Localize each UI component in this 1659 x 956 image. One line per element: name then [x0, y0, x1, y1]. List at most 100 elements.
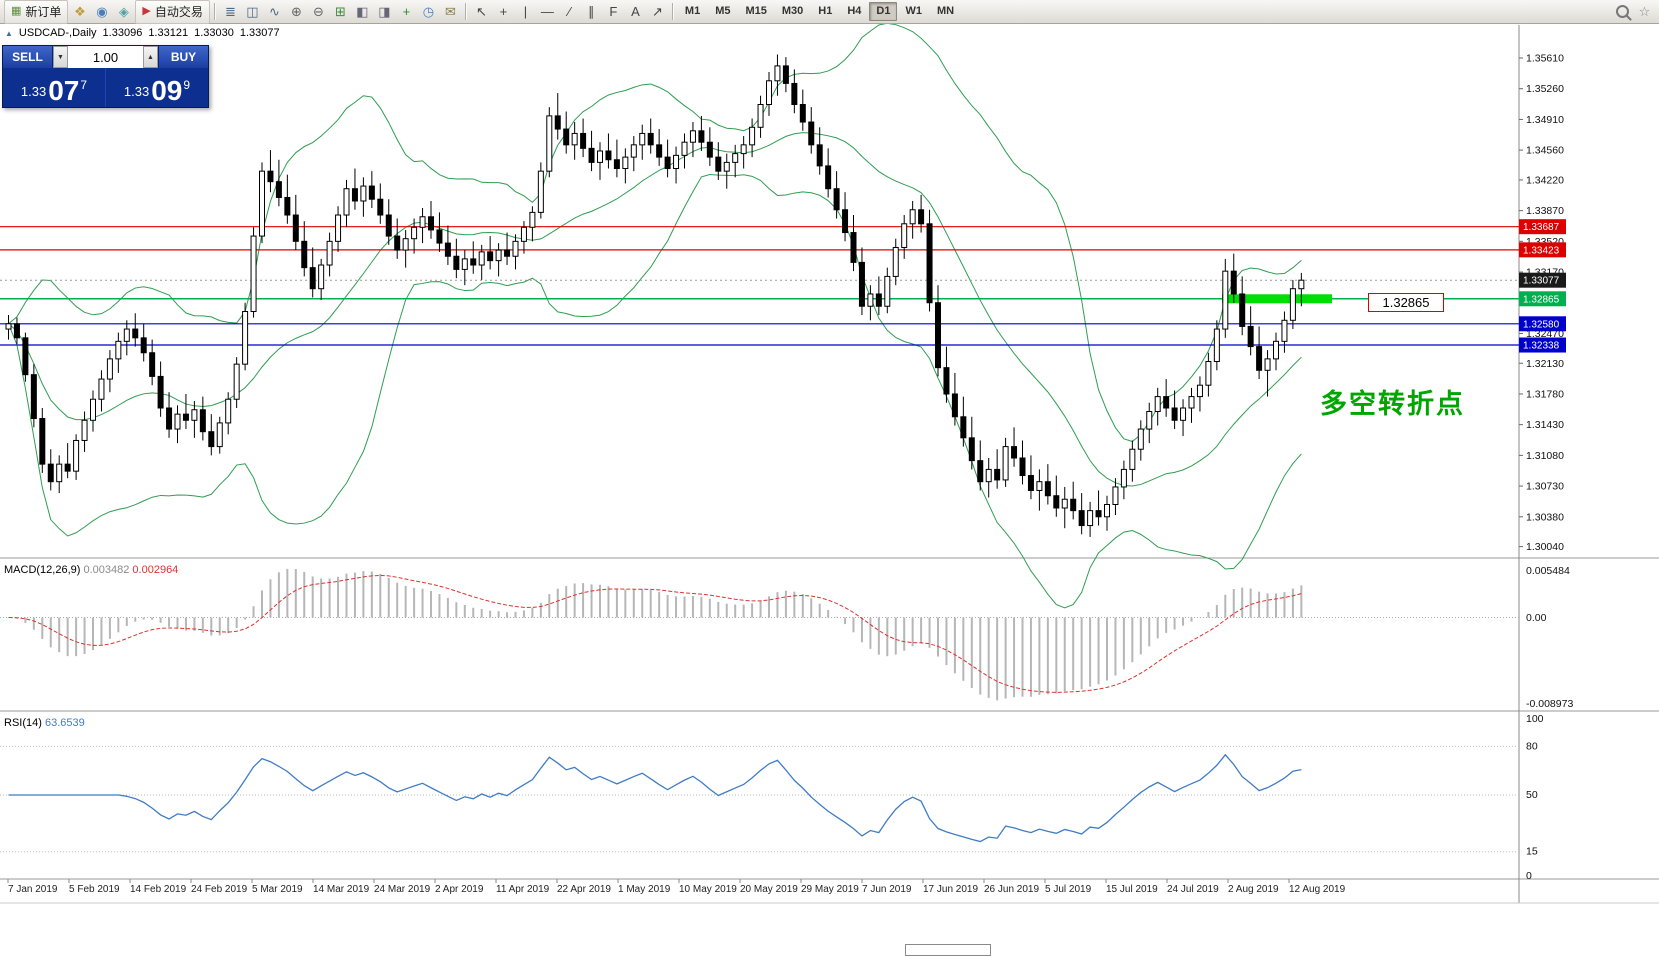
timeframe-m5[interactable]: M5: [715, 5, 731, 17]
navigator-icon: ◉: [96, 3, 108, 19]
indicators-icon: ⊞: [334, 3, 346, 19]
autotrading-button[interactable]: ▶ 自动交易: [135, 0, 210, 24]
buy-price-display[interactable]: 1.33 09 9: [105, 68, 208, 107]
svg-text:1.35610: 1.35610: [1526, 53, 1564, 65]
crosshair-icon: +: [499, 4, 508, 19]
terminal-icon[interactable]: ◈: [113, 2, 134, 22]
clipped-dialog[interactable]: [905, 944, 991, 956]
svg-text:15: 15: [1526, 846, 1538, 858]
bar-chart-icon[interactable]: ≣: [220, 2, 241, 22]
favorites-icon: ☆: [1638, 3, 1651, 19]
sell-button[interactable]: SELL: [3, 46, 53, 68]
candlestick-chart-icon[interactable]: ◫: [242, 2, 263, 22]
tile-horizontal-icon: ◨: [378, 3, 391, 19]
crosshair-icon[interactable]: +: [493, 2, 514, 22]
timeframe-w1[interactable]: W1: [905, 5, 922, 17]
svg-text:1.33687: 1.33687: [1523, 222, 1560, 233]
navigator-icon[interactable]: ◉: [91, 2, 112, 22]
sell-price-big: 07: [48, 75, 80, 107]
volume-increase-button[interactable]: ▲: [143, 46, 158, 68]
svg-text:26 Jun 2019: 26 Jun 2019: [984, 884, 1039, 895]
svg-text:1.33870: 1.33870: [1526, 205, 1564, 217]
svg-text:1.33077: 1.33077: [1523, 276, 1560, 287]
ohlc-high: 1.33121: [148, 27, 189, 39]
timeframe-m30[interactable]: M30: [781, 5, 804, 17]
sell-price-prefix: 1.33: [20, 84, 47, 99]
templates-icon: ✉: [444, 3, 456, 19]
volume-input[interactable]: 1.00: [68, 46, 143, 68]
svg-text:MACD(12,26,9) 0.003482 0.00296: MACD(12,26,9) 0.003482 0.002964: [4, 564, 178, 576]
buy-price-prefix: 1.33: [123, 84, 150, 99]
svg-text:1.30730: 1.30730: [1526, 481, 1564, 493]
horizontal-line-icon: —: [540, 4, 554, 19]
equidistant-channel-icon[interactable]: ∥: [581, 2, 602, 22]
svg-text:1.32580: 1.32580: [1523, 319, 1560, 330]
new-order-button[interactable]: ▦ 新订单: [4, 0, 69, 24]
svg-text:2 Aug 2019: 2 Aug 2019: [1228, 884, 1279, 895]
indicators-icon[interactable]: ⊞: [330, 2, 351, 22]
terminal-icon: ◈: [118, 3, 129, 19]
autoscroll-icon: ◷: [422, 3, 435, 19]
text-label-icon[interactable]: A: [625, 2, 646, 22]
search-icon[interactable]: [1612, 2, 1633, 22]
cursor-icon[interactable]: ↖: [471, 2, 492, 22]
zoom-out-icon[interactable]: ⊖: [308, 2, 329, 22]
timeframe-m1[interactable]: M1: [684, 5, 701, 17]
buy-button[interactable]: BUY: [158, 46, 208, 68]
svg-text:10 May 2019: 10 May 2019: [679, 884, 737, 895]
autotrading-icon: ▶: [142, 5, 151, 17]
candles: [5, 54, 1305, 537]
templates-icon[interactable]: ✉: [440, 2, 461, 22]
time-axis: 7 Jan 2019 5 Feb 2019 14 Feb 2019 24 Feb 20…: [7, 879, 1346, 895]
timeframe-d1[interactable]: D1: [869, 2, 898, 21]
svg-text:1.31080: 1.31080: [1526, 450, 1564, 462]
trendline-icon[interactable]: ∕: [559, 2, 580, 22]
fibonacci-icon[interactable]: F: [603, 2, 624, 22]
svg-text:-0.008973: -0.008973: [1526, 698, 1573, 710]
line-chart-icon[interactable]: ∿: [264, 2, 285, 22]
svg-text:1.32130: 1.32130: [1526, 358, 1564, 370]
svg-text:24 Feb 2019: 24 Feb 2019: [191, 884, 248, 895]
svg-text:RSI(14) 63.6539: RSI(14) 63.6539: [4, 717, 85, 729]
new-chart-icon[interactable]: +: [396, 2, 417, 22]
sell-price-display[interactable]: 1.33 07 7: [3, 68, 105, 107]
market-watch-icon[interactable]: ❖: [69, 2, 90, 22]
horizontal-lines[interactable]: [0, 226, 1519, 346]
timeframe-mn[interactable]: MN: [936, 5, 955, 17]
horizontal-line-icon[interactable]: —: [537, 2, 558, 22]
timeframe-h1[interactable]: H1: [818, 5, 833, 17]
search-icon: [1616, 5, 1629, 18]
svg-text:1.34910: 1.34910: [1526, 114, 1564, 126]
svg-text:0.005484: 0.005484: [1526, 565, 1570, 577]
toolbar-separator: [213, 3, 216, 20]
svg-text:1.34220: 1.34220: [1526, 174, 1564, 186]
favorites-icon[interactable]: ☆: [1634, 2, 1655, 22]
trend-annotation[interactable]: 多空转折点: [1320, 389, 1465, 419]
arrows-icon[interactable]: ↗: [647, 2, 668, 22]
svg-text:50: 50: [1526, 789, 1538, 801]
timeframe-h4[interactable]: H4: [847, 5, 862, 17]
highlight-band[interactable]: [1222, 294, 1332, 304]
toolbar-separator: [464, 3, 467, 20]
autotrading-button-label: 自动交易: [154, 5, 203, 19]
zoom-in-icon[interactable]: ⊕: [286, 2, 307, 22]
price-axis: 1.35610 1.35260 1.34910 1.34560 1.34220 1.338…: [1519, 53, 1566, 553]
vertical-line-icon[interactable]: |: [515, 2, 536, 22]
svg-text:22 Apr 2019: 22 Apr 2019: [557, 884, 611, 895]
svg-text:5 Mar 2019: 5 Mar 2019: [252, 884, 303, 895]
autoscroll-icon[interactable]: ◷: [418, 2, 439, 22]
tile-vertical-icon[interactable]: ◧: [352, 2, 373, 22]
volume-decrease-button[interactable]: ▼: [53, 46, 68, 68]
svg-text:1.33423: 1.33423: [1523, 245, 1560, 256]
tile-horizontal-icon[interactable]: ◨: [374, 2, 395, 22]
buy-price-sup: 9: [183, 78, 191, 92]
price-callout-label[interactable]: 1.32865: [1368, 293, 1444, 312]
equidistant-channel-icon: ∥: [588, 3, 595, 19]
timeframe-m15[interactable]: M15: [745, 5, 767, 17]
bar-chart-icon: ≣: [224, 3, 236, 19]
bollinger-bands: [8, 22, 1302, 609]
arrows-icon: ↗: [651, 3, 663, 19]
text-label-icon: A: [631, 4, 640, 19]
svg-text:100: 100: [1526, 713, 1544, 725]
